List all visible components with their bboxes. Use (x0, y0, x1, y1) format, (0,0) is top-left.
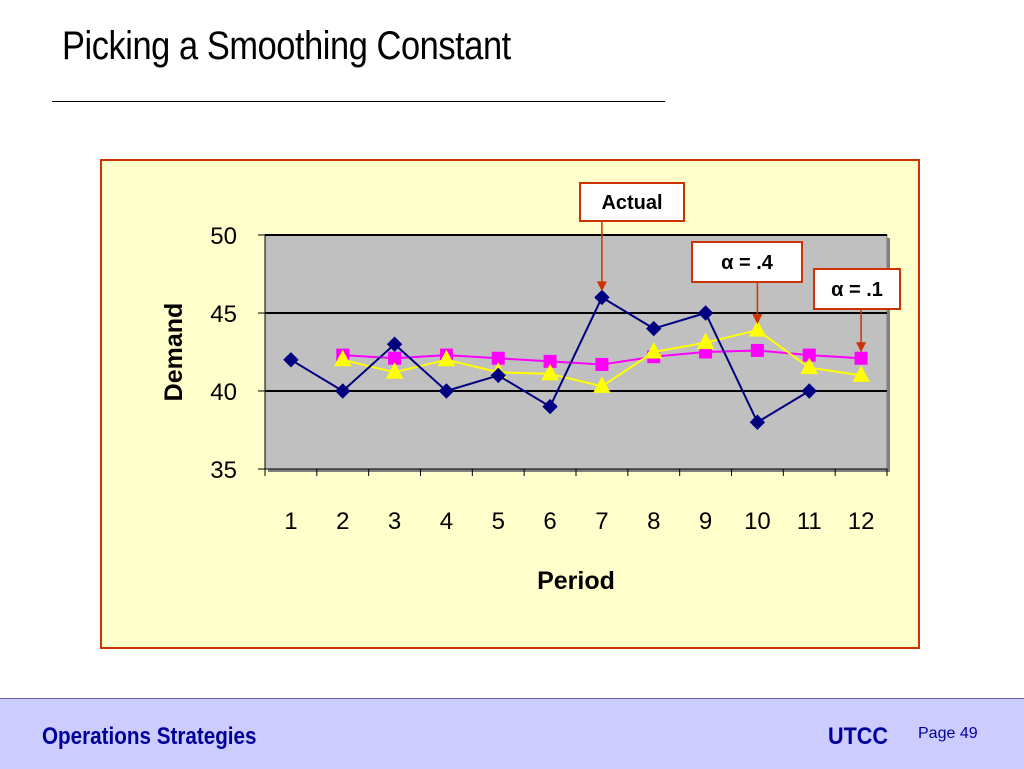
x-tick-label-7: 7 (595, 508, 608, 535)
slide-title: Picking a Smoothing Constant (62, 24, 511, 68)
point-alpha-04-10 (748, 320, 767, 337)
x-tick-label-11: 11 (797, 508, 822, 535)
callout-label-actual: Actual (601, 192, 662, 214)
point-alpha-04-4 (437, 349, 456, 367)
point-actual-5 (490, 367, 506, 384)
point-actual-1 (283, 352, 299, 368)
point-alpha-01-12 (854, 351, 868, 365)
point-alpha-04-9 (696, 332, 715, 350)
x-tick-label-8: 8 (647, 508, 660, 535)
point-actual-9 (697, 305, 714, 321)
point-alpha-04-6 (541, 363, 559, 381)
x-tick-label-2: 2 (336, 508, 349, 535)
callout-label-alpha-01: α = .1 (831, 279, 883, 301)
point-actual-11 (801, 383, 817, 399)
x-tick-label-4: 4 (440, 508, 453, 535)
point-alpha-04-2 (333, 349, 352, 367)
callout-box-alpha-01 (813, 268, 901, 310)
point-actual-4 (438, 383, 455, 399)
x-tick-label-3: 3 (388, 508, 401, 535)
x-tick-label-9: 9 (699, 508, 712, 535)
point-alpha-04-8 (644, 341, 663, 359)
x-tick-label-1: 1 (284, 508, 297, 535)
chart-frame: 35 40 45 50 1 2 3 4 5 6 7 8 9 10 11 12 Period Demand Actua… (100, 159, 920, 649)
x-tick-label-6: 6 (543, 508, 556, 535)
title-divider (52, 101, 665, 102)
y-tick-label-45: 45 (210, 301, 237, 328)
x-tick-label-12: 12 (848, 508, 875, 535)
footer-brand: UTCC (828, 723, 888, 750)
page-number: Page 49 (918, 725, 978, 742)
callout-box-actual (579, 182, 685, 222)
x-tick-label-10: 10 (744, 508, 771, 535)
footer-course-title: Operations Strategies (42, 723, 257, 750)
point-actual-7 (594, 289, 610, 306)
callout-arrowhead-alpha-01 (856, 342, 867, 353)
point-actual-3 (386, 336, 403, 352)
point-actual-10 (749, 414, 766, 430)
point-alpha-04-12 (852, 365, 870, 382)
x-tick-label-5: 5 (492, 508, 505, 535)
point-actual-2 (335, 383, 351, 399)
point-actual-8 (646, 320, 662, 337)
callout-label-alpha-04: α = .4 (721, 252, 774, 274)
point-alpha-04-11 (800, 357, 819, 375)
y-tick-label-50: 50 (210, 223, 237, 250)
y-tick-label-40: 40 (210, 379, 237, 406)
callout-arrowhead-actual (596, 281, 607, 292)
x-axis-title: Period (537, 567, 615, 595)
point-alpha-04-3 (385, 362, 404, 379)
point-actual-6 (542, 398, 558, 415)
footer-bar: Operations Strategies UTCC Page 49 (0, 698, 1024, 769)
y-tick-label-35: 35 (210, 457, 237, 484)
point-alpha-01-7 (595, 357, 609, 371)
callout-box-alpha-04 (691, 241, 803, 283)
callout-arrowhead-alpha-04 (752, 314, 763, 325)
point-alpha-04-7 (593, 376, 611, 393)
point-alpha-01-10 (750, 343, 764, 357)
y-axis-title: Demand (160, 303, 188, 402)
